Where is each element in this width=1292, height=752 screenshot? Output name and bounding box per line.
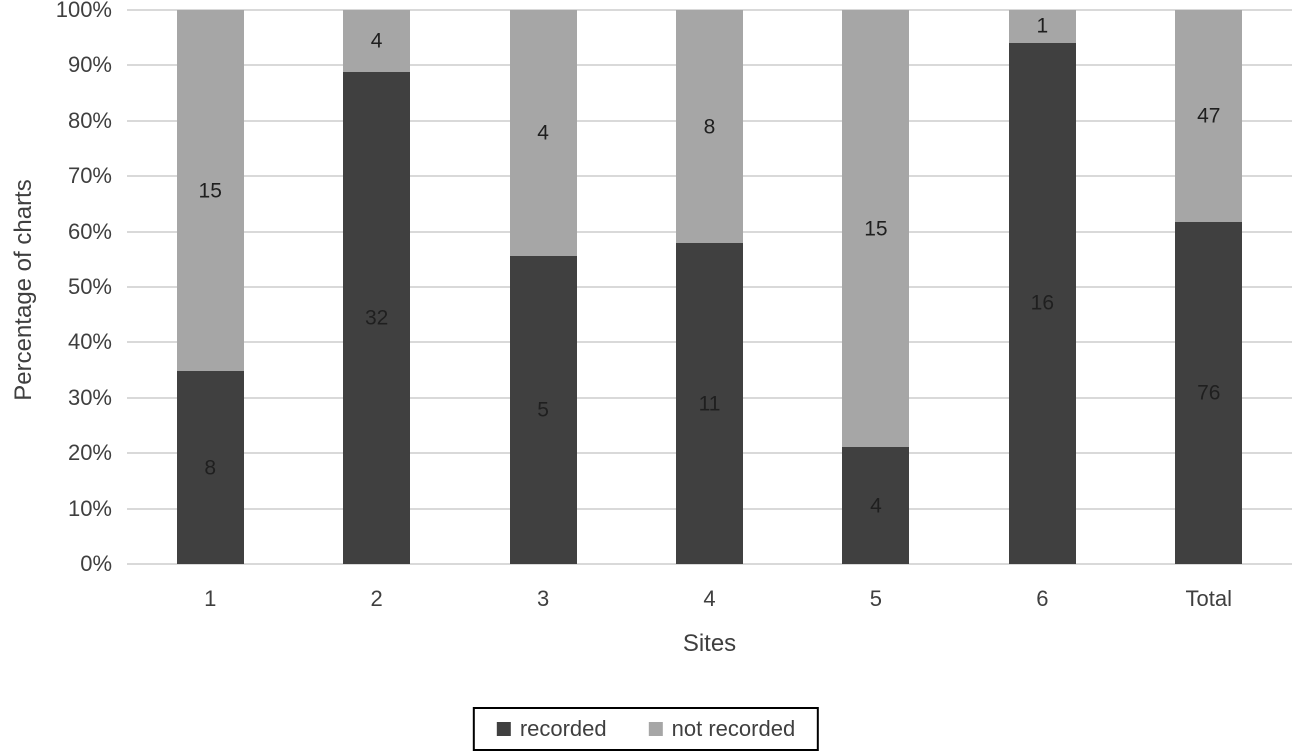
bar-segment-not-recorded [343,10,411,72]
legend-swatch-icon [648,722,663,736]
y-axis-tick-label: 100% [55,0,112,22]
y-axis-tick-label: 80% [67,107,112,133]
legend: recorded not recorded [472,707,820,751]
legend-label: not recorded [671,716,796,741]
bar-data-label: 4 [537,121,549,145]
bar-segment-recorded [1008,42,1076,564]
bar-segment-recorded [343,71,411,564]
y-axis-tick-label: 60% [67,218,112,244]
bar-segment-not-recorded [676,10,743,244]
x-axis-tick-label: 4 [703,586,716,611]
y-axis-tick-label: 30% [67,384,112,410]
x-axis-tick-label: 3 [536,586,550,611]
bar-data-label: 76 [1197,381,1221,405]
bar-segment-recorded [176,371,244,564]
bar-data-label: 1 [1036,14,1049,38]
bar-segment-recorded [842,447,910,564]
y-axis-tick-label: 50% [67,274,112,299]
y-axis-tick-label: 0% [80,551,112,576]
legend-swatch-icon [496,722,511,736]
bar-data-label: 47 [1197,104,1221,128]
bar-segment-not-recorded [509,10,577,257]
y-axis-tick-label: 90% [67,52,112,78]
bar-segment-not-recorded [1008,10,1076,43]
legend-item-not-recorded: not recorded [648,716,796,742]
bar-data-label: 11 [698,392,721,416]
bar-data-label: 8 [204,456,217,480]
bar-segment-not-recorded [176,10,244,372]
bar-segment-recorded [1175,221,1243,564]
x-axis-tick-label: 5 [869,586,883,611]
y-axis-tick-label: 20% [67,440,112,466]
gridline [127,563,1292,565]
bar-segment-not-recorded [842,10,910,448]
bar-segment-recorded [676,243,743,564]
x-axis-tick-label: 6 [1036,586,1049,611]
bar-segment-recorded [509,256,577,564]
x-axis-tick-label: Total [1185,586,1233,611]
y-axis-tick-label: 40% [67,329,112,355]
y-axis-tick-label: 70% [67,163,112,189]
y-axis-tick-label: 10% [67,495,112,521]
x-axis-tick-label: 1 [204,586,217,611]
bar-data-label: 16 [1030,291,1055,315]
bar-segment-not-recorded [1175,10,1243,222]
bar-data-label: 5 [537,398,549,422]
bar-data-label: 4 [870,494,882,518]
bar-data-label: 15 [198,179,222,203]
x-axis-title: Sites [682,630,737,657]
bar-data-label: 4 [370,29,383,53]
legend-item-recorded: recorded [496,716,607,742]
bar-data-label: 15 [864,217,888,241]
legend-label: recorded [519,716,607,741]
bar-data-label: 32 [364,306,389,330]
x-axis-tick-label: 2 [370,586,383,611]
bar-data-label: 8 [703,115,716,139]
